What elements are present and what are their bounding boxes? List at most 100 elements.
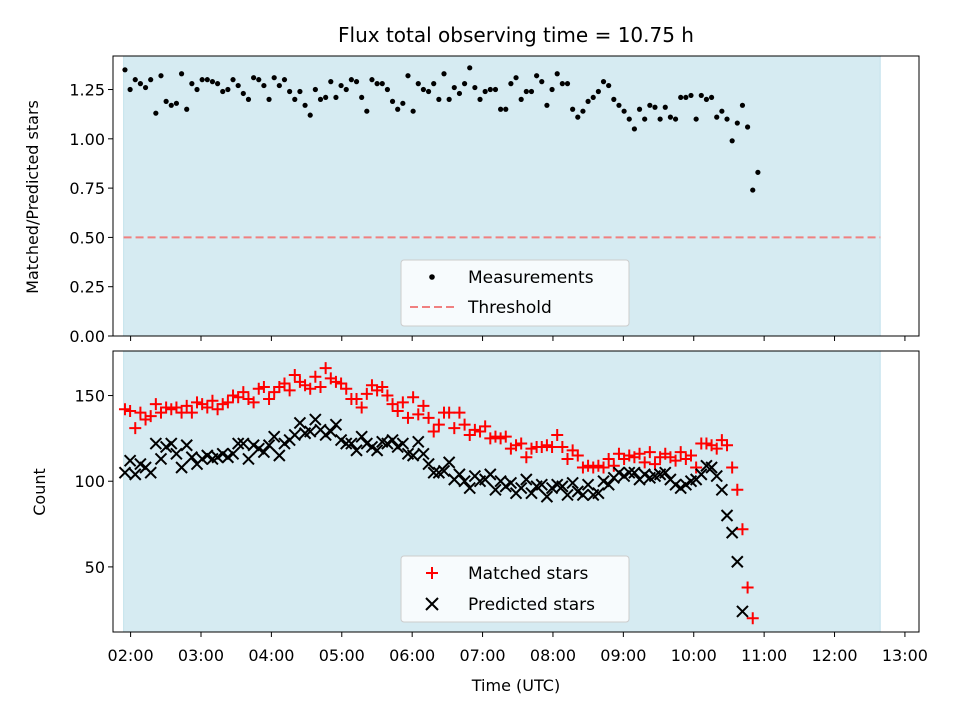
matched-star-point: [484, 432, 497, 445]
measurement-point: [328, 79, 334, 85]
matched-star-point: [571, 449, 584, 462]
matched-star-point: [510, 439, 523, 452]
measurement-point: [672, 116, 679, 122]
matched-star-point: [206, 394, 219, 407]
measurement-point: [307, 112, 313, 118]
matched-star-point: [684, 449, 697, 462]
measurement-point: [204, 77, 210, 83]
predicted-star-point: [463, 481, 476, 495]
matched-star-point: [597, 461, 610, 474]
matched-star-point: [309, 370, 322, 383]
predicted-star-point: [175, 461, 188, 474]
measurement-point: [461, 81, 468, 87]
measurement-point: [302, 102, 308, 108]
matched-star-point: [232, 391, 245, 404]
measurement-point: [333, 94, 339, 101]
matched-star-point: [432, 418, 445, 431]
matched-star-point: [329, 375, 342, 388]
matched-star-point: [134, 406, 147, 419]
predicted-star-point: [237, 437, 250, 450]
matched-star-point: [118, 403, 131, 416]
matched-star-point: [257, 380, 270, 393]
predicted-star-point: [262, 439, 276, 452]
predicted-star-point: [340, 437, 353, 450]
measurement-point: [153, 110, 159, 116]
predicted-star-point: [293, 416, 307, 430]
matched-star-point: [674, 446, 687, 459]
matched-star-point: [144, 410, 157, 423]
measurement-point: [456, 90, 463, 97]
predicted-star-point: [725, 526, 739, 539]
matched-star-point: [268, 386, 281, 399]
measurement-point: [467, 65, 473, 71]
measurement-point: [611, 96, 617, 102]
predicted-star-point: [489, 483, 502, 496]
measurement-point: [667, 114, 674, 120]
predicted-star-point: [628, 466, 641, 479]
matched-star-point: [741, 581, 754, 594]
matched-star-point: [180, 399, 193, 412]
measurement-point: [636, 106, 643, 112]
ratio-y-ticks: 0.00 0.25 0.50 0.75 1.00 1.25: [69, 81, 113, 346]
counts-y-ticks: 50 100 150: [74, 387, 113, 577]
matched-star-point: [340, 382, 353, 395]
predicted-star-point: [288, 428, 301, 442]
measurement-point: [606, 82, 612, 89]
predicted-star-point: [412, 435, 425, 449]
measurement-point: [703, 96, 710, 102]
measurement-point: [323, 94, 329, 101]
measurement-point: [441, 71, 447, 77]
predicted-star-point: [185, 451, 199, 464]
matched-star-point: [360, 387, 373, 400]
ratio-legend-box: [400, 259, 630, 327]
measurement-point: [395, 106, 401, 112]
predicted-star-point: [165, 437, 178, 450]
measurement-point: [472, 84, 478, 91]
matched-star-point: [407, 391, 420, 404]
matched-star-point: [355, 401, 368, 414]
predicted-stars-legend-marker: [425, 597, 439, 611]
measurements-legend-label: Measurements: [468, 268, 594, 288]
measurement-point: [374, 81, 380, 87]
measurement-point: [693, 116, 699, 122]
ratio-y-axis-label: Matched/Predicted stars: [23, 100, 42, 294]
matched-star-point: [458, 418, 471, 431]
measurement-point: [544, 102, 550, 108]
matched-star-point: [489, 430, 502, 443]
predicted-star-point: [149, 437, 163, 450]
measurement-point: [132, 77, 138, 83]
predicted-star-point: [442, 456, 456, 469]
matched-star-point: [278, 377, 291, 390]
measurement-point: [446, 96, 452, 102]
ratio-x-ticks: [130, 336, 906, 341]
predicted-star-point: [304, 425, 317, 438]
matched-stars-legend-marker: [426, 567, 438, 579]
predicted-star-point: [170, 447, 183, 461]
measurement-point: [364, 108, 370, 114]
matched-star-point: [221, 396, 234, 409]
matched-star-point: [216, 398, 229, 411]
measurement-point: [281, 77, 288, 83]
matched-star-point: [463, 428, 476, 441]
counts-x-tick-label: 11:00: [741, 646, 787, 665]
measurements-points: [122, 65, 761, 193]
matched-star-point: [175, 406, 188, 419]
measurement-point: [554, 71, 560, 77]
matched-star-point: [592, 459, 605, 472]
matched-star-point: [427, 425, 440, 438]
predicted-star-point: [504, 476, 518, 490]
measurement-point: [724, 116, 730, 122]
matched-star-point: [335, 377, 348, 390]
matched-star-point: [417, 399, 430, 412]
matched-star-point: [715, 434, 728, 447]
matched-star-point: [191, 396, 204, 409]
measurement-point: [528, 88, 535, 95]
predicted-star-point: [370, 444, 384, 457]
predicted-star-point: [561, 488, 574, 502]
measurement-point: [523, 88, 529, 95]
measurement-point: [158, 73, 164, 79]
matched-star-point: [746, 612, 759, 625]
counts-x-tick-label: 02:00: [108, 646, 154, 665]
